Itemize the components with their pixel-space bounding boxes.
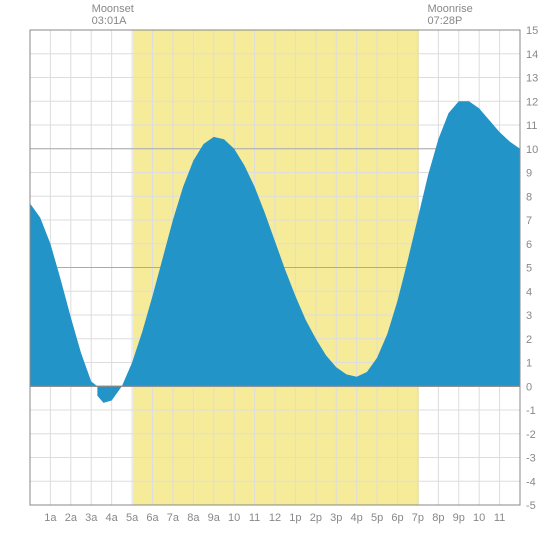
svg-text:14: 14 <box>526 49 538 61</box>
svg-text:3: 3 <box>526 310 532 322</box>
svg-text:5: 5 <box>526 263 532 275</box>
svg-text:2p: 2p <box>310 512 322 524</box>
svg-text:7: 7 <box>526 215 532 227</box>
svg-text:9: 9 <box>526 168 532 180</box>
moonrise-time: 07:28P <box>428 15 473 27</box>
moonset-time: 03:01A <box>92 15 134 27</box>
svg-text:6a: 6a <box>146 512 159 524</box>
svg-text:-3: -3 <box>526 453 536 465</box>
svg-text:13: 13 <box>526 73 538 85</box>
tide-chart: Moonset 03:01A Moonrise 07:28P -5-4-3-2-… <box>0 0 550 550</box>
svg-text:15: 15 <box>526 25 538 37</box>
svg-text:7p: 7p <box>412 512 424 524</box>
svg-text:11: 11 <box>494 512 505 524</box>
svg-text:8a: 8a <box>187 512 200 524</box>
svg-text:12: 12 <box>269 512 281 524</box>
svg-text:10: 10 <box>473 512 485 524</box>
moonrise-title: Moonrise <box>428 3 473 15</box>
svg-text:12: 12 <box>526 96 538 108</box>
svg-text:6: 6 <box>526 239 532 251</box>
svg-text:4p: 4p <box>351 512 363 524</box>
svg-text:2a: 2a <box>65 512 78 524</box>
moonset-title: Moonset <box>92 3 134 15</box>
svg-text:4: 4 <box>526 286 532 298</box>
svg-text:1p: 1p <box>289 512 301 524</box>
chart-svg: -5-4-3-2-101234567891011121314151a2a3a4a… <box>0 0 550 550</box>
svg-text:5p: 5p <box>371 512 383 524</box>
moonrise-label: Moonrise 07:28P <box>428 3 473 27</box>
svg-text:4a: 4a <box>106 512 119 524</box>
moonset-label: Moonset 03:01A <box>92 3 134 27</box>
svg-text:5a: 5a <box>126 512 139 524</box>
svg-text:-1: -1 <box>526 405 536 417</box>
svg-text:9p: 9p <box>453 512 465 524</box>
svg-text:-5: -5 <box>526 500 536 512</box>
svg-text:6p: 6p <box>391 512 403 524</box>
svg-text:11: 11 <box>249 512 260 524</box>
svg-text:2: 2 <box>526 334 532 346</box>
svg-text:-2: -2 <box>526 429 536 441</box>
svg-text:10: 10 <box>526 144 538 156</box>
svg-text:1a: 1a <box>44 512 57 524</box>
svg-text:9a: 9a <box>208 512 221 524</box>
svg-text:8: 8 <box>526 191 532 203</box>
svg-text:1: 1 <box>526 358 532 370</box>
svg-text:0: 0 <box>526 381 532 393</box>
svg-text:11: 11 <box>526 120 537 132</box>
svg-text:7a: 7a <box>167 512 180 524</box>
svg-text:3p: 3p <box>330 512 342 524</box>
svg-text:3a: 3a <box>85 512 98 524</box>
svg-text:-4: -4 <box>526 476 536 488</box>
svg-text:10: 10 <box>228 512 240 524</box>
svg-text:8p: 8p <box>432 512 444 524</box>
